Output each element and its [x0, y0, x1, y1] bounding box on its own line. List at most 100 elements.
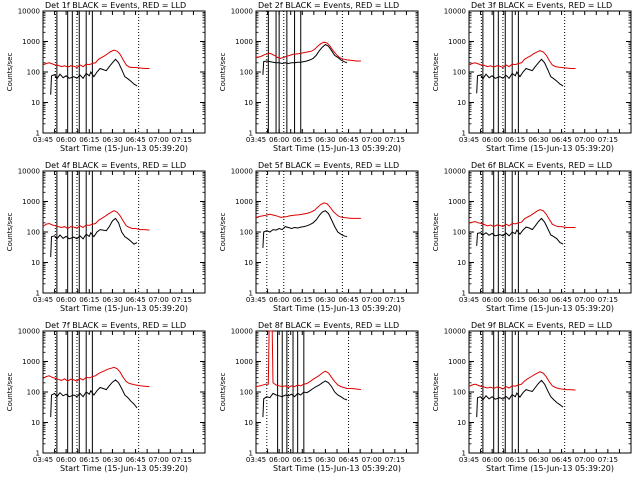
x-tick-label: 06:15 [292, 456, 312, 464]
y-tick-label: 1 [462, 130, 466, 138]
x-axis-label: Start Time (15-Jun-13 05:39:20) [486, 144, 614, 153]
x-tick-label: 03:45 [33, 456, 53, 464]
x-tick-label: 06:00 [269, 136, 289, 144]
y-tick-label: 100 [27, 69, 40, 77]
y-tick-label: 10 [31, 259, 40, 267]
lld-series-line [255, 202, 361, 219]
y-tick-label: 100 [27, 229, 40, 237]
x-tick-label: 06:45 [551, 456, 571, 464]
plot-frame [255, 10, 419, 134]
y-tick-label: 100 [240, 229, 253, 237]
lld-series-line [468, 209, 576, 228]
x-tick-label: 07:00 [149, 456, 169, 464]
x-tick-label: 06:30 [315, 296, 335, 304]
y-tick-label: 10 [244, 99, 253, 107]
y-tick-label: 1000 [22, 198, 40, 206]
y-tick-label: 100 [453, 229, 466, 237]
x-tick-label: 07:00 [575, 456, 595, 464]
x-tick-label: 06:45 [125, 456, 145, 464]
x-tick-label: 07:00 [362, 136, 382, 144]
detector-chart-9: 1 10 100 1000 10000 03:45 06:00 06:15 06:30 06:45… [426, 320, 639, 480]
x-tick-label: 06:15 [292, 136, 312, 144]
y-tick-label: 100 [453, 389, 466, 397]
events-series-line [476, 58, 564, 94]
chart-svg: 1 10 100 1000 10000 03:45 06:00 06:15 06:30 06:45… [432, 321, 632, 473]
y-axis-label: Counts/sec [219, 53, 227, 92]
y-axis-label: Counts/sec [219, 213, 227, 252]
x-tick-label: 06:00 [482, 136, 502, 144]
detector-chart-1: 1 10 100 1000 10000 03:45 06:00 06:15 06:30 06:45… [0, 0, 213, 160]
x-tick-label: 06:15 [79, 296, 99, 304]
x-tick-label: 06:15 [292, 296, 312, 304]
x-tick-label: 07:15 [598, 136, 618, 144]
x-tick-label: 03:45 [33, 136, 53, 144]
y-tick-label: 10 [457, 419, 466, 427]
y-tick-label: 100 [27, 389, 40, 397]
y-tick-label: 100 [453, 69, 466, 77]
x-tick-label: 07:00 [575, 136, 595, 144]
x-tick-label: 03:45 [33, 296, 53, 304]
chart-title: Det 5f BLACK = Events, RED = LLD [258, 161, 399, 170]
x-tick-label: 06:45 [338, 456, 358, 464]
detector-chart-5: 1 10 100 1000 10000 03:45 06:00 06:15 06:30 06:45… [213, 160, 426, 320]
y-tick-label: 10 [244, 419, 253, 427]
x-tick-label: 06:15 [505, 456, 525, 464]
plot-frame [255, 330, 419, 454]
chart-svg: 1 10 100 1000 10000 03:45 06:00 06:15 06:30 06:45… [219, 321, 419, 473]
events-series-line [50, 58, 138, 95]
x-tick-label: 06:30 [102, 456, 122, 464]
detector-chart-7: 1 10 100 1000 10000 03:45 06:00 06:15 06:30 06:45… [0, 320, 213, 480]
chart-title: Det 6f BLACK = Events, RED = LLD [471, 161, 612, 170]
y-tick-label: 100 [240, 389, 253, 397]
x-tick-label: 06:00 [269, 296, 289, 304]
x-tick-label: 06:30 [315, 456, 335, 464]
x-tick-label: 07:00 [149, 296, 169, 304]
lld-series-line [255, 41, 361, 62]
y-tick-label: 10000 [18, 328, 40, 336]
y-tick-label: 1000 [235, 198, 253, 206]
lld-series-line [42, 366, 150, 388]
x-tick-label: 03:45 [459, 136, 479, 144]
y-tick-label: 10 [244, 259, 253, 267]
x-tick-label: 07:00 [362, 456, 382, 464]
y-tick-label: 10 [457, 259, 466, 267]
events-series-line [262, 380, 348, 418]
y-tick-label: 10000 [18, 168, 40, 176]
events-series-line [50, 217, 138, 258]
x-tick-label: 06:00 [269, 456, 289, 464]
x-tick-label: 06:15 [79, 456, 99, 464]
y-tick-label: 1 [36, 290, 40, 298]
x-tick-label: 06:00 [482, 296, 502, 304]
x-tick-label: 06:15 [505, 136, 525, 144]
x-axis-label: Start Time (15-Jun-13 05:39:20) [486, 304, 614, 313]
x-tick-label: 06:15 [79, 136, 99, 144]
y-tick-label: 10000 [444, 8, 466, 16]
y-axis-label: Counts/sec [432, 53, 440, 92]
x-tick-label: 06:45 [338, 136, 358, 144]
x-tick-label: 06:30 [102, 136, 122, 144]
x-tick-label: 06:30 [528, 296, 548, 304]
x-tick-label: 07:15 [172, 136, 192, 144]
y-tick-label: 10000 [231, 328, 253, 336]
y-axis-label: Counts/sec [6, 373, 14, 412]
chart-title: Det 9f BLACK = Events, RED = LLD [471, 321, 612, 330]
x-tick-label: 06:30 [102, 296, 122, 304]
x-tick-label: 06:15 [505, 296, 525, 304]
chart-svg: 1 10 100 1000 10000 03:45 06:00 06:15 06:30 06:45… [432, 161, 632, 313]
y-tick-label: 1 [462, 290, 466, 298]
events-series-line [476, 217, 564, 246]
plot-frame [255, 170, 419, 294]
y-tick-label: 10000 [444, 328, 466, 336]
x-tick-label: 06:00 [482, 456, 502, 464]
y-tick-label: 1000 [448, 198, 466, 206]
detector-chart-3: 1 10 100 1000 10000 03:45 06:00 06:15 06:30 06:45… [426, 0, 639, 160]
detector-chart-4: 1 10 100 1000 10000 03:45 06:00 06:15 06:30 06:45… [0, 160, 213, 320]
y-tick-label: 1 [36, 450, 40, 458]
x-tick-label: 06:45 [338, 296, 358, 304]
x-tick-label: 07:00 [149, 136, 169, 144]
x-tick-label: 07:15 [385, 456, 405, 464]
y-tick-label: 1 [249, 450, 253, 458]
x-axis-label: Start Time (15-Jun-13 05:39:20) [273, 304, 401, 313]
lld-series-line [42, 210, 150, 231]
chart-svg: 1 10 100 1000 10000 03:45 06:00 06:15 06:30 06:45… [432, 1, 632, 153]
